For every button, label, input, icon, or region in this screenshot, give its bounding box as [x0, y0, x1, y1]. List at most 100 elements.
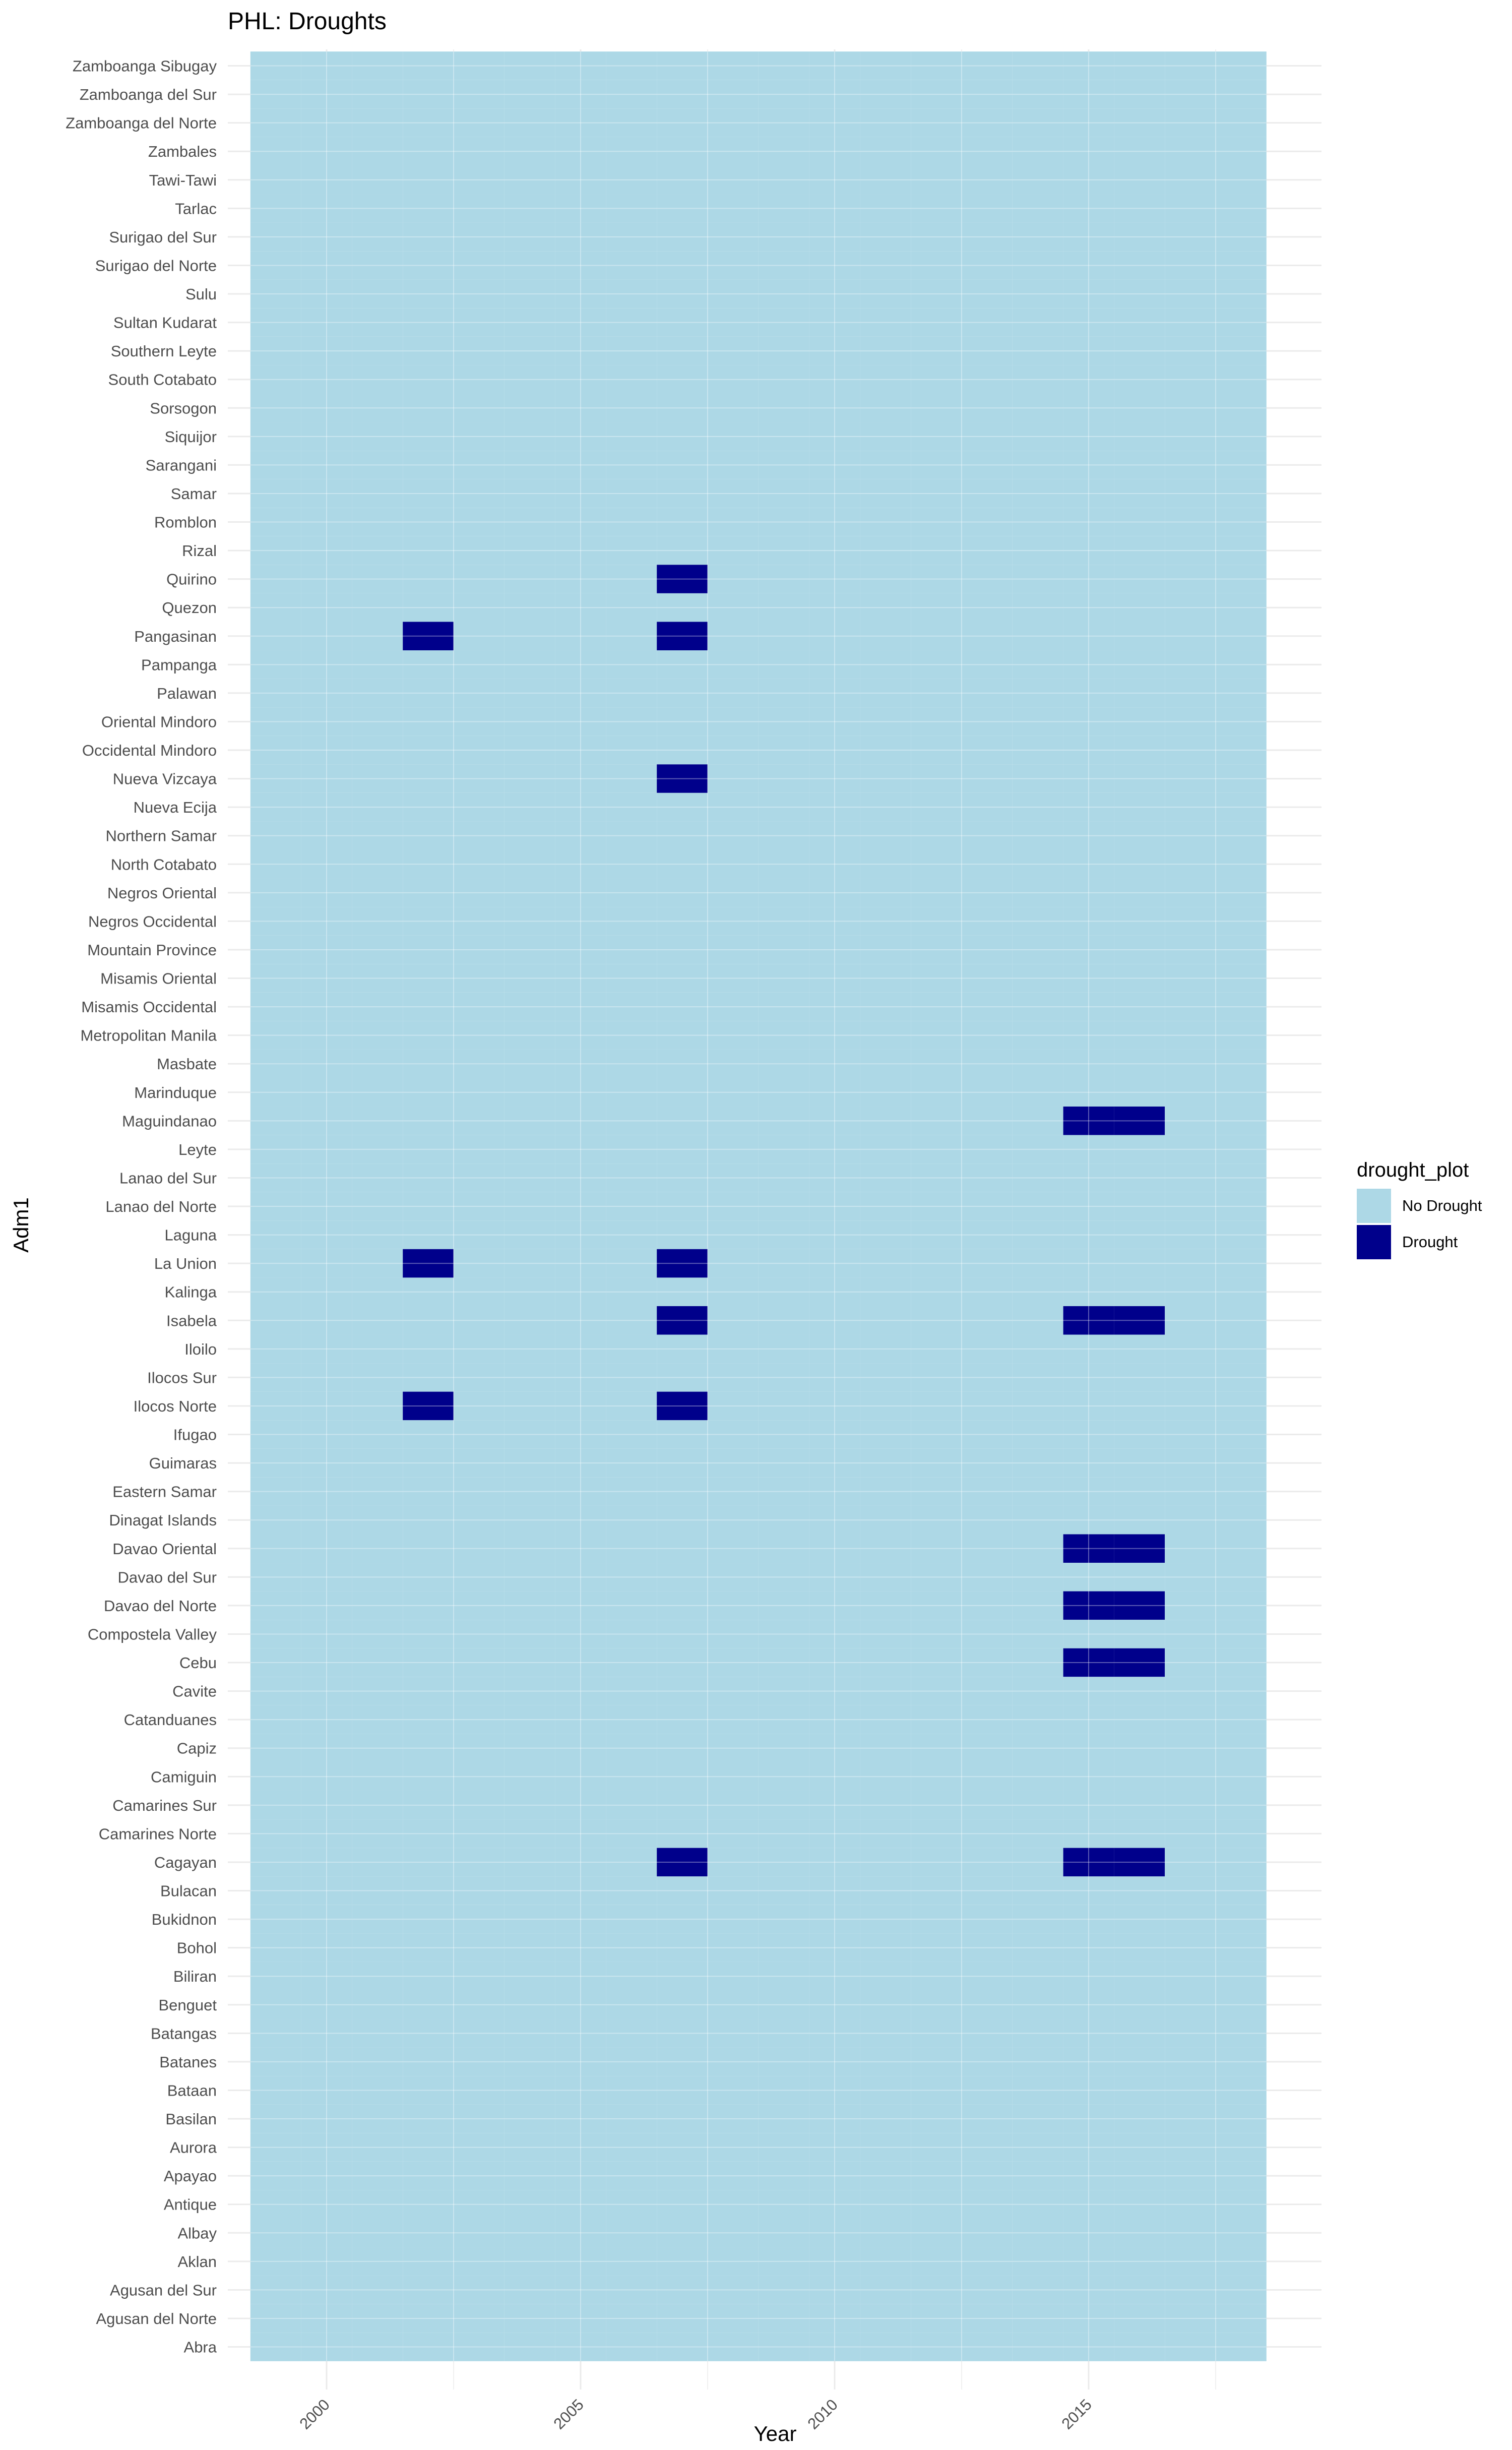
- tile-no-drought: [911, 2304, 962, 2333]
- tile-no-drought: [1063, 393, 1114, 422]
- tile-no-drought: [708, 2276, 759, 2304]
- tile-no-drought: [301, 1848, 352, 1877]
- tile-no-drought: [809, 222, 860, 252]
- tile-no-drought: [504, 1563, 555, 1591]
- tile-no-drought: [301, 622, 352, 651]
- tile-no-drought: [708, 1220, 759, 1249]
- tile-no-drought: [860, 1762, 911, 1791]
- tile-no-drought: [454, 393, 505, 422]
- y-tick-label: Ilocos Sur: [147, 1369, 217, 1386]
- tile-no-drought: [504, 849, 555, 879]
- tile-no-drought: [860, 1876, 911, 1905]
- tile-no-drought: [352, 1249, 403, 1278]
- tile-no-drought: [555, 308, 606, 337]
- tile-no-drought: [301, 1791, 352, 1820]
- tile-no-drought: [657, 2047, 708, 2076]
- tile-no-drought: [504, 1677, 555, 1705]
- y-tick-label: Agusan del Sur: [110, 2281, 217, 2299]
- tile-no-drought: [809, 451, 860, 479]
- tile-no-drought: [657, 1505, 708, 1535]
- tile-no-drought: [1012, 2304, 1063, 2333]
- tile-no-drought: [1114, 2333, 1165, 2361]
- tile-no-drought: [1216, 1905, 1267, 1934]
- tile-no-drought: [1216, 1420, 1267, 1449]
- tile-no-drought: [962, 51, 1013, 80]
- tile-no-drought: [860, 1791, 911, 1820]
- tile-no-drought: [1216, 1021, 1267, 1050]
- tile-no-drought: [606, 108, 657, 137]
- tile-no-drought: [1114, 1420, 1165, 1449]
- tile-no-drought: [504, 2133, 555, 2162]
- tile-no-drought: [454, 479, 505, 508]
- tile-no-drought: [860, 1021, 911, 1050]
- tile-no-drought: [1063, 2104, 1114, 2133]
- tile-no-drought: [1216, 1933, 1267, 1962]
- tile-no-drought: [250, 451, 301, 479]
- tile-no-drought: [454, 536, 505, 565]
- tile-no-drought: [860, 878, 911, 907]
- tile-no-drought: [1114, 2047, 1165, 2076]
- y-tick-label: Siquijor: [165, 428, 217, 446]
- tile-no-drought: [758, 1734, 809, 1762]
- y-tick-label: Quezon: [162, 599, 217, 617]
- tile-no-drought: [758, 1448, 809, 1478]
- tile-no-drought: [1012, 1334, 1063, 1364]
- tile-no-drought: [758, 593, 809, 622]
- tile-no-drought: [911, 935, 962, 964]
- tile-no-drought: [606, 536, 657, 565]
- tile-no-drought: [454, 279, 505, 309]
- tile-no-drought: [606, 1505, 657, 1535]
- tile-no-drought: [758, 2161, 809, 2190]
- tile-no-drought: [1216, 194, 1267, 223]
- tile-no-drought: [301, 2076, 352, 2105]
- tile-no-drought: [454, 1277, 505, 1306]
- y-tick-label: Bulacan: [160, 1882, 217, 1900]
- tile-no-drought: [555, 764, 606, 793]
- tile-no-drought: [1216, 2047, 1267, 2076]
- tile-no-drought: [606, 1049, 657, 1078]
- tile-no-drought: [911, 479, 962, 508]
- tile-drought: [657, 565, 708, 593]
- tile-no-drought: [1216, 792, 1267, 822]
- tile-no-drought: [403, 679, 454, 708]
- tile-no-drought: [1216, 1249, 1267, 1278]
- tile-no-drought: [1063, 878, 1114, 907]
- tile-no-drought: [1165, 565, 1216, 593]
- tile-no-drought: [708, 365, 759, 394]
- tile-no-drought: [555, 1334, 606, 1364]
- tile-no-drought: [1165, 1848, 1216, 1877]
- tile-no-drought: [301, 1249, 352, 1278]
- tile-no-drought: [250, 194, 301, 223]
- tile-no-drought: [657, 707, 708, 736]
- tile-no-drought: [1216, 1363, 1267, 1392]
- tile-no-drought: [504, 137, 555, 166]
- tile-no-drought: [911, 137, 962, 166]
- tile-no-drought: [1165, 1876, 1216, 1905]
- tile-no-drought: [1114, 2019, 1165, 2048]
- tile-no-drought: [860, 1620, 911, 1648]
- tile-no-drought: [1063, 650, 1114, 679]
- tile-no-drought: [1165, 650, 1216, 679]
- tile-no-drought: [809, 1220, 860, 1249]
- tile-no-drought: [1012, 1135, 1063, 1164]
- tile-no-drought: [352, 1620, 403, 1648]
- tile-no-drought: [860, 650, 911, 679]
- tile-no-drought: [758, 1905, 809, 1934]
- tile-no-drought: [403, 2076, 454, 2105]
- tile-no-drought: [1063, 479, 1114, 508]
- tile-no-drought: [962, 1762, 1013, 1791]
- tile-no-drought: [758, 2247, 809, 2276]
- tile-no-drought: [454, 2019, 505, 2048]
- tile-no-drought: [657, 907, 708, 936]
- tile-no-drought: [708, 764, 759, 793]
- tile-no-drought: [708, 1962, 759, 1991]
- tile-no-drought: [657, 935, 708, 964]
- tile-no-drought: [1165, 1107, 1216, 1135]
- tile-no-drought: [403, 108, 454, 137]
- tile-no-drought: [504, 1962, 555, 1991]
- tile-no-drought: [301, 2161, 352, 2190]
- tile-no-drought: [454, 907, 505, 936]
- tile-no-drought: [657, 1163, 708, 1192]
- tile-no-drought: [352, 878, 403, 907]
- tile-no-drought: [809, 1163, 860, 1192]
